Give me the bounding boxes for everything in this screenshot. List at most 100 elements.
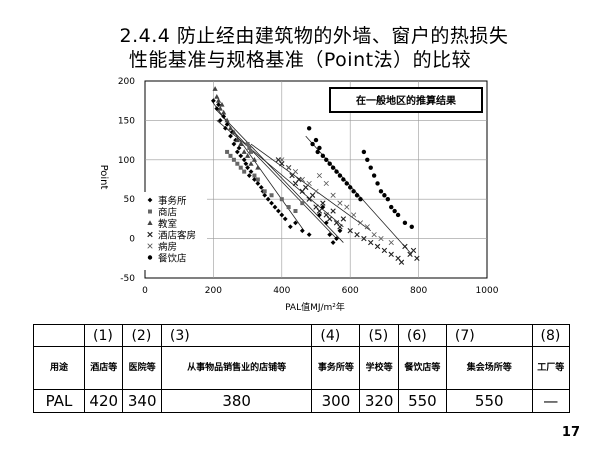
table-number-cell: (5) [359,324,399,347]
data-point [238,153,244,159]
legend-label: 事务所 [158,195,187,207]
usage-cell: 学校等 [359,346,399,390]
data-point [245,165,250,171]
table-number-cell: (7) [445,324,533,347]
data-point [279,157,285,163]
data-point [323,180,329,187]
data-point [251,157,258,162]
data-point [245,142,250,147]
data-point [287,224,293,230]
legend-marker [147,243,153,249]
data-point [279,212,285,218]
data-point [214,93,220,99]
data-point [255,177,260,182]
plot-area [144,80,488,279]
data-point [292,169,299,175]
legend-label: 教室 [158,218,177,230]
data-point [330,240,336,245]
table-pal-row: PAL 420 340 380 300 320 550 550 — [33,389,571,413]
data-point [300,201,305,206]
data-point [224,117,230,123]
legend-marker [147,231,153,238]
data-point [228,153,233,158]
table-number-cell: (4) [311,324,361,347]
data-point [358,197,363,202]
table-usage-row: 用途 酒店等 医院等 从事物品销售业的店铺等 事务所等 学校等 餐饮店等 集会场… [33,346,571,390]
data-point [323,220,329,226]
usage-cell: 酒店等 [83,346,124,390]
data-point [234,149,240,155]
x-tick-label: 600 [342,286,359,296]
legend-marker [148,209,152,214]
data-point [351,212,357,218]
data-point [214,106,220,111]
data-point [374,243,381,250]
data-point [299,176,305,183]
x-axis-label: PAL值MJ/m²年 [285,301,345,313]
data-point [243,161,249,167]
pal-value-cell: 340 [122,389,162,413]
data-point [248,160,254,166]
data-point [334,236,339,241]
data-point [410,247,417,254]
data-point [231,157,236,162]
data-point [402,220,408,226]
pal-value-cell: 550 [445,389,533,413]
data-point [310,141,315,147]
data-point [337,200,343,206]
pal-value-cell: 300 [311,389,361,413]
data-point [395,212,401,218]
data-point [320,204,326,210]
data-point [293,220,298,226]
usage-cell: 事务所等 [311,346,361,390]
data-point [392,208,397,214]
table-number-cell: (6) [397,324,447,347]
data-point [334,169,339,174]
data-point [228,133,233,139]
data-point [340,216,347,222]
data-point [337,173,343,178]
data-point [286,165,292,171]
data-point [219,101,225,107]
table-number-cell: (8) [531,324,571,347]
data-point [275,208,281,214]
data-point [330,192,336,198]
data-point [381,247,388,254]
data-point [235,161,240,166]
data-point [286,205,291,210]
data-point [293,209,298,214]
y-tick-label: 150 [118,116,135,126]
y-tick-label: 0 [129,235,135,245]
data-point [231,129,237,135]
data-point [248,169,254,175]
annotation-box [329,87,483,113]
data-point [409,224,414,229]
data-point [317,212,322,218]
pal-value-cell: 420 [83,389,124,413]
page-number: 17 [561,425,580,440]
data-point [216,102,221,108]
data-point [344,181,349,186]
data-point [262,189,267,194]
data-point [364,224,370,230]
x-tick-label: 1000 [476,286,499,296]
data-point [385,197,391,202]
data-point [382,193,387,198]
data-point [324,157,329,162]
y-tick-label: 200 [118,77,135,87]
legend-label: 病房 [158,241,177,253]
slide-title-line2: 性能基准与规格基准（Point法）的比较 [128,49,472,71]
data-point [316,172,323,179]
data-point [227,125,234,131]
pal-header-cell: PAL [33,389,85,413]
table-number-cell: (1) [83,324,124,347]
data-point [306,126,312,131]
data-point [337,224,343,230]
data-point [245,153,251,158]
data-point [315,149,320,155]
data-point [225,149,230,154]
data-point [348,185,353,190]
legend-marker [147,220,153,225]
data-point [388,239,394,246]
y-axis-label: Point [98,165,109,190]
